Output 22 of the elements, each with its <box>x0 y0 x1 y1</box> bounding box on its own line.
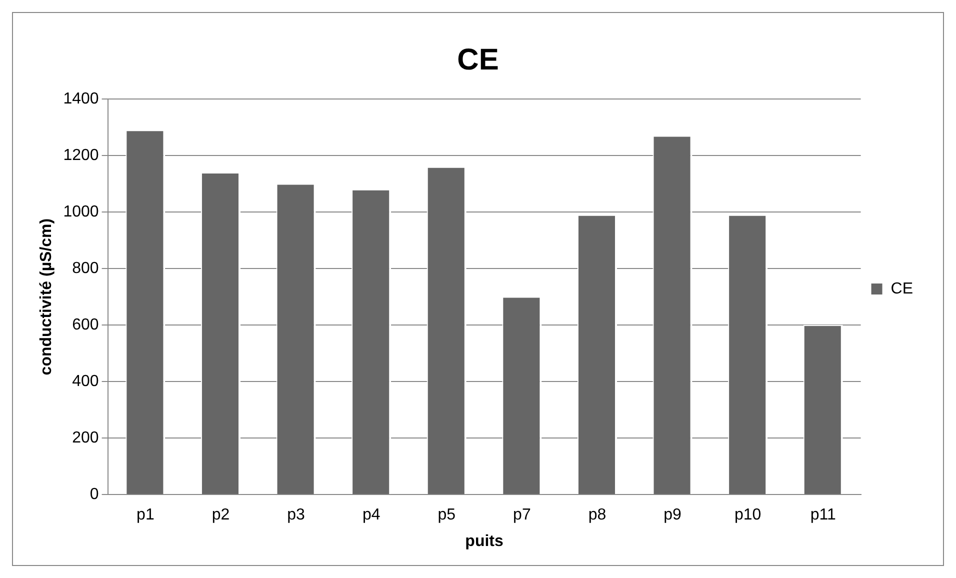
y-axis-title: conductivité (µS/cm) <box>38 218 56 376</box>
x-tick-label: p2 <box>212 506 230 524</box>
x-tick-label: p11 <box>810 506 836 524</box>
y-tick-label: 200 <box>72 429 99 446</box>
y-tick-label: 0 <box>90 486 99 504</box>
y-tick-label: 1400 <box>63 90 99 108</box>
y-tick-label: 1200 <box>63 146 99 164</box>
x-axis-title: puits <box>465 532 504 550</box>
y-tick-label: 1000 <box>63 203 99 220</box>
y-tick-label: 800 <box>72 260 99 277</box>
x-tick-label: p4 <box>362 506 380 524</box>
legend-label: CE <box>890 280 914 298</box>
chart-title: CE <box>457 43 499 76</box>
x-tick-label: p9 <box>664 506 682 524</box>
x-tick-label: p3 <box>287 506 306 524</box>
x-tick-label: p7 <box>513 506 531 524</box>
y-tick-label: 600 <box>72 316 99 334</box>
x-tick-label: p5 <box>438 506 456 524</box>
y-tick-label: 400 <box>72 372 99 390</box>
x-tick-label: p10 <box>734 506 762 524</box>
x-tick-label: p1 <box>136 506 154 524</box>
x-tick-label: p8 <box>588 506 606 524</box>
